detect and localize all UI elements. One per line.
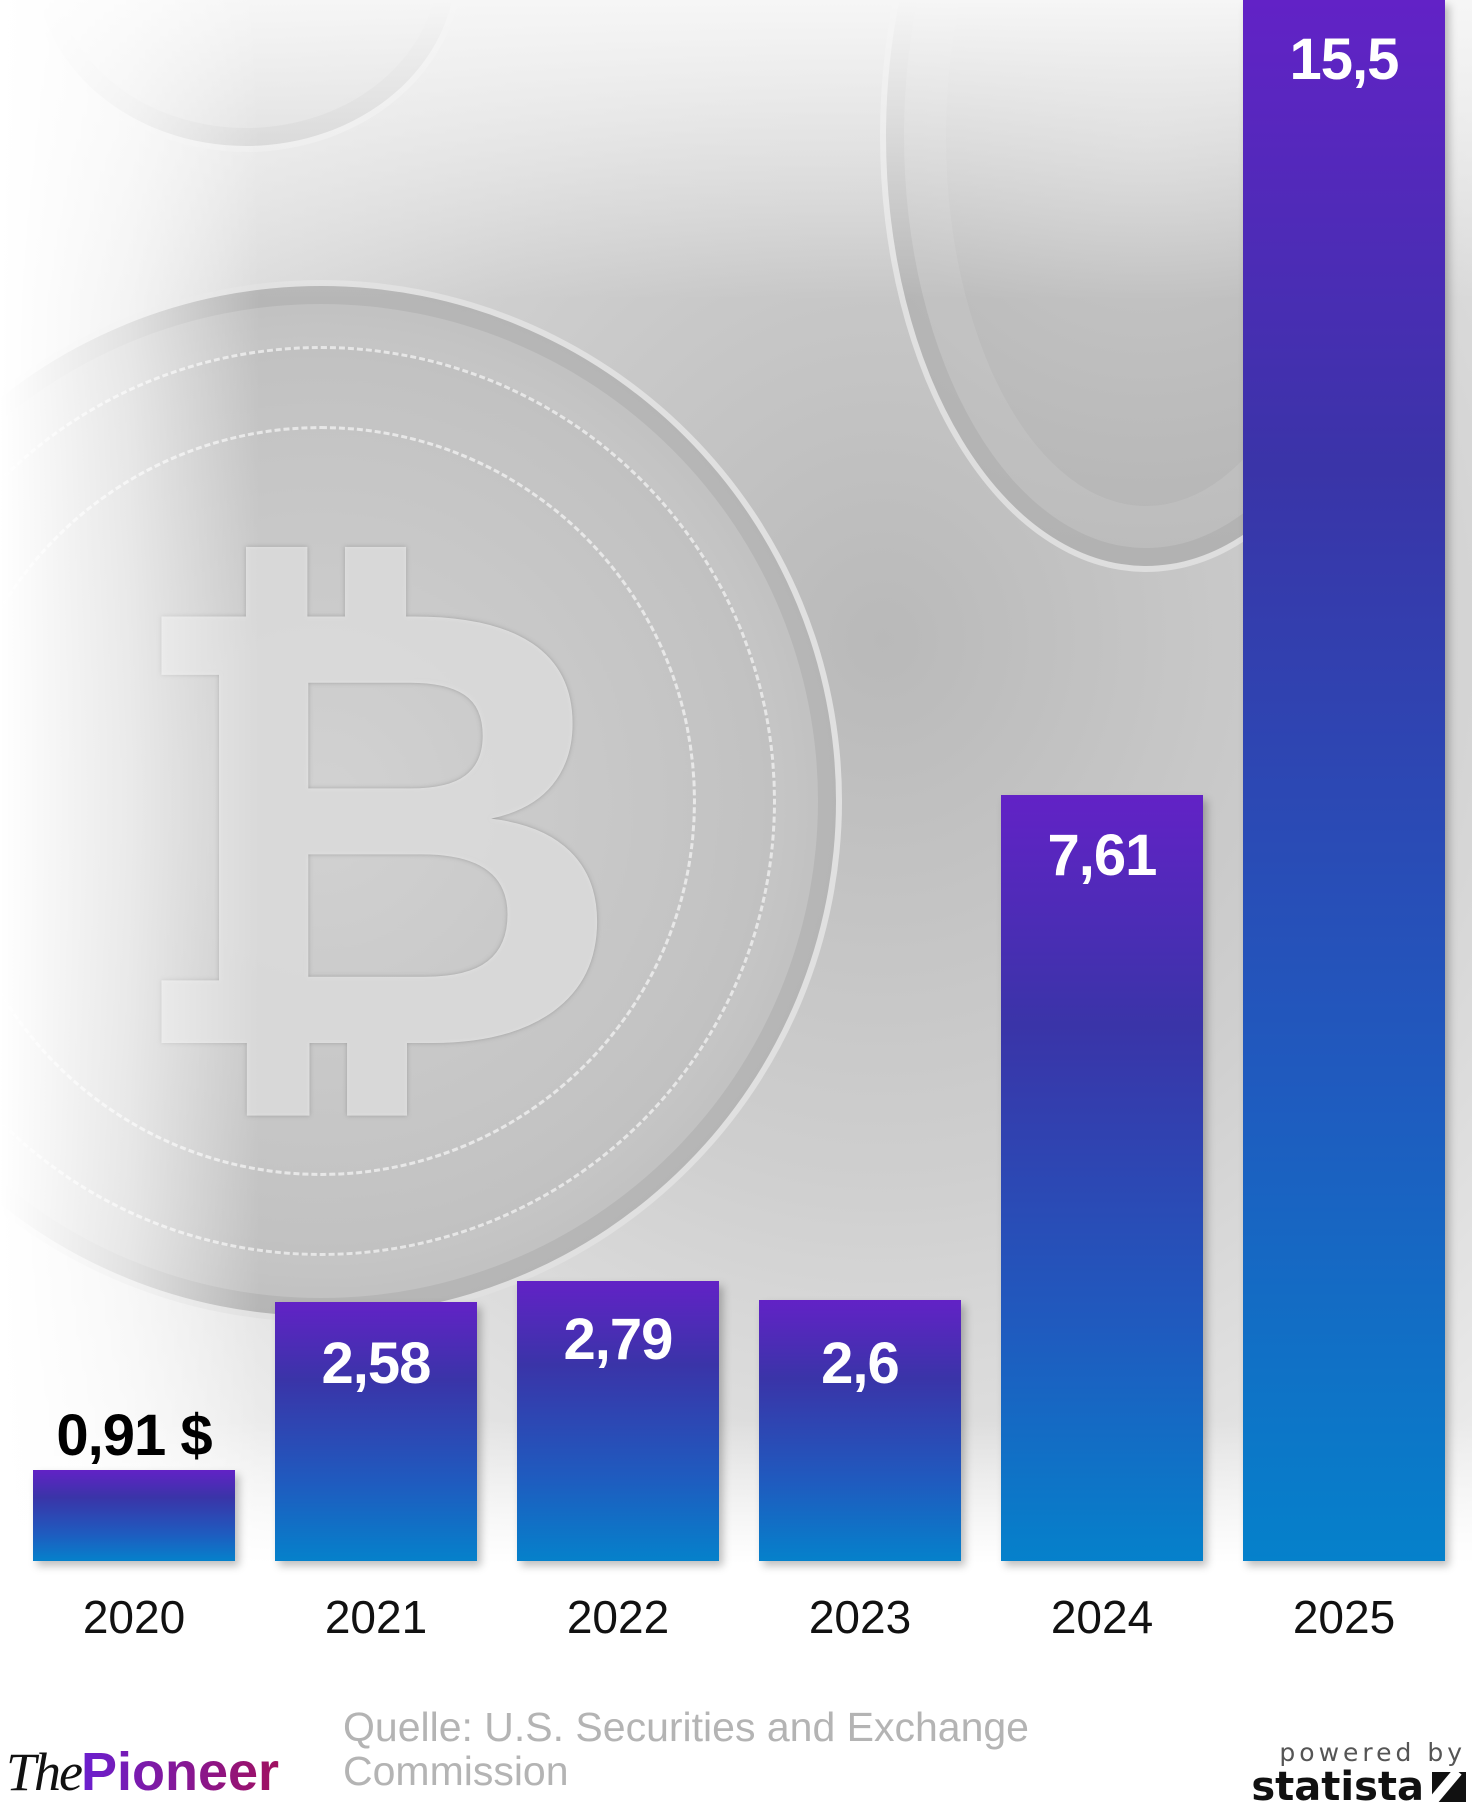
source-note: Quelle: U.S. Securities and Exchange Com…	[343, 1704, 1029, 1794]
bar-value-label: 15,5	[1289, 27, 1400, 92]
bar-2021: 2,58	[275, 1302, 477, 1561]
statista-icon	[1432, 1772, 1466, 1802]
powered-by-text: powered by	[1279, 1738, 1466, 1767]
statista-wordmark: statista	[1251, 1764, 1424, 1810]
x-axis-label: 2025	[1292, 1591, 1396, 1643]
x-axis-label: 2020	[82, 1591, 186, 1643]
bar-2023: 2,6	[759, 1300, 961, 1561]
bar-value-label: 7,61	[1047, 823, 1158, 888]
bar-value-label: 0,91 $	[56, 1403, 212, 1468]
x-axis-label: 2024	[1050, 1591, 1154, 1643]
x-axis-label: 2022	[566, 1591, 670, 1643]
bar-2024: 7,61	[1001, 795, 1203, 1561]
bar-2022: 2,79	[517, 1281, 719, 1561]
logo-pioneer-text: Pioneer	[81, 1742, 280, 1802]
x-axis-label: 2021	[324, 1591, 428, 1643]
statista-branding: powered by statista	[1251, 1738, 1466, 1807]
bar-value-label: 2,6	[821, 1331, 900, 1396]
background-image: ₿	[0, 0, 1472, 1600]
bar-chart: 0,91 $ 2,58 2,79 2,6 7,61 15,5	[33, 0, 1445, 1561]
bar-value-label: 2,58	[321, 1331, 432, 1396]
bar-value-label: 2,79	[563, 1307, 674, 1372]
logo-the-text: The	[6, 1742, 83, 1802]
the-pioneer-logo: ThePioneer	[6, 1745, 279, 1799]
statista-logo: statista	[1251, 1767, 1466, 1807]
bar-2020	[33, 1470, 235, 1561]
x-axis-label: 2023	[808, 1591, 912, 1643]
bar-2025: 15,5	[1243, 0, 1445, 1561]
